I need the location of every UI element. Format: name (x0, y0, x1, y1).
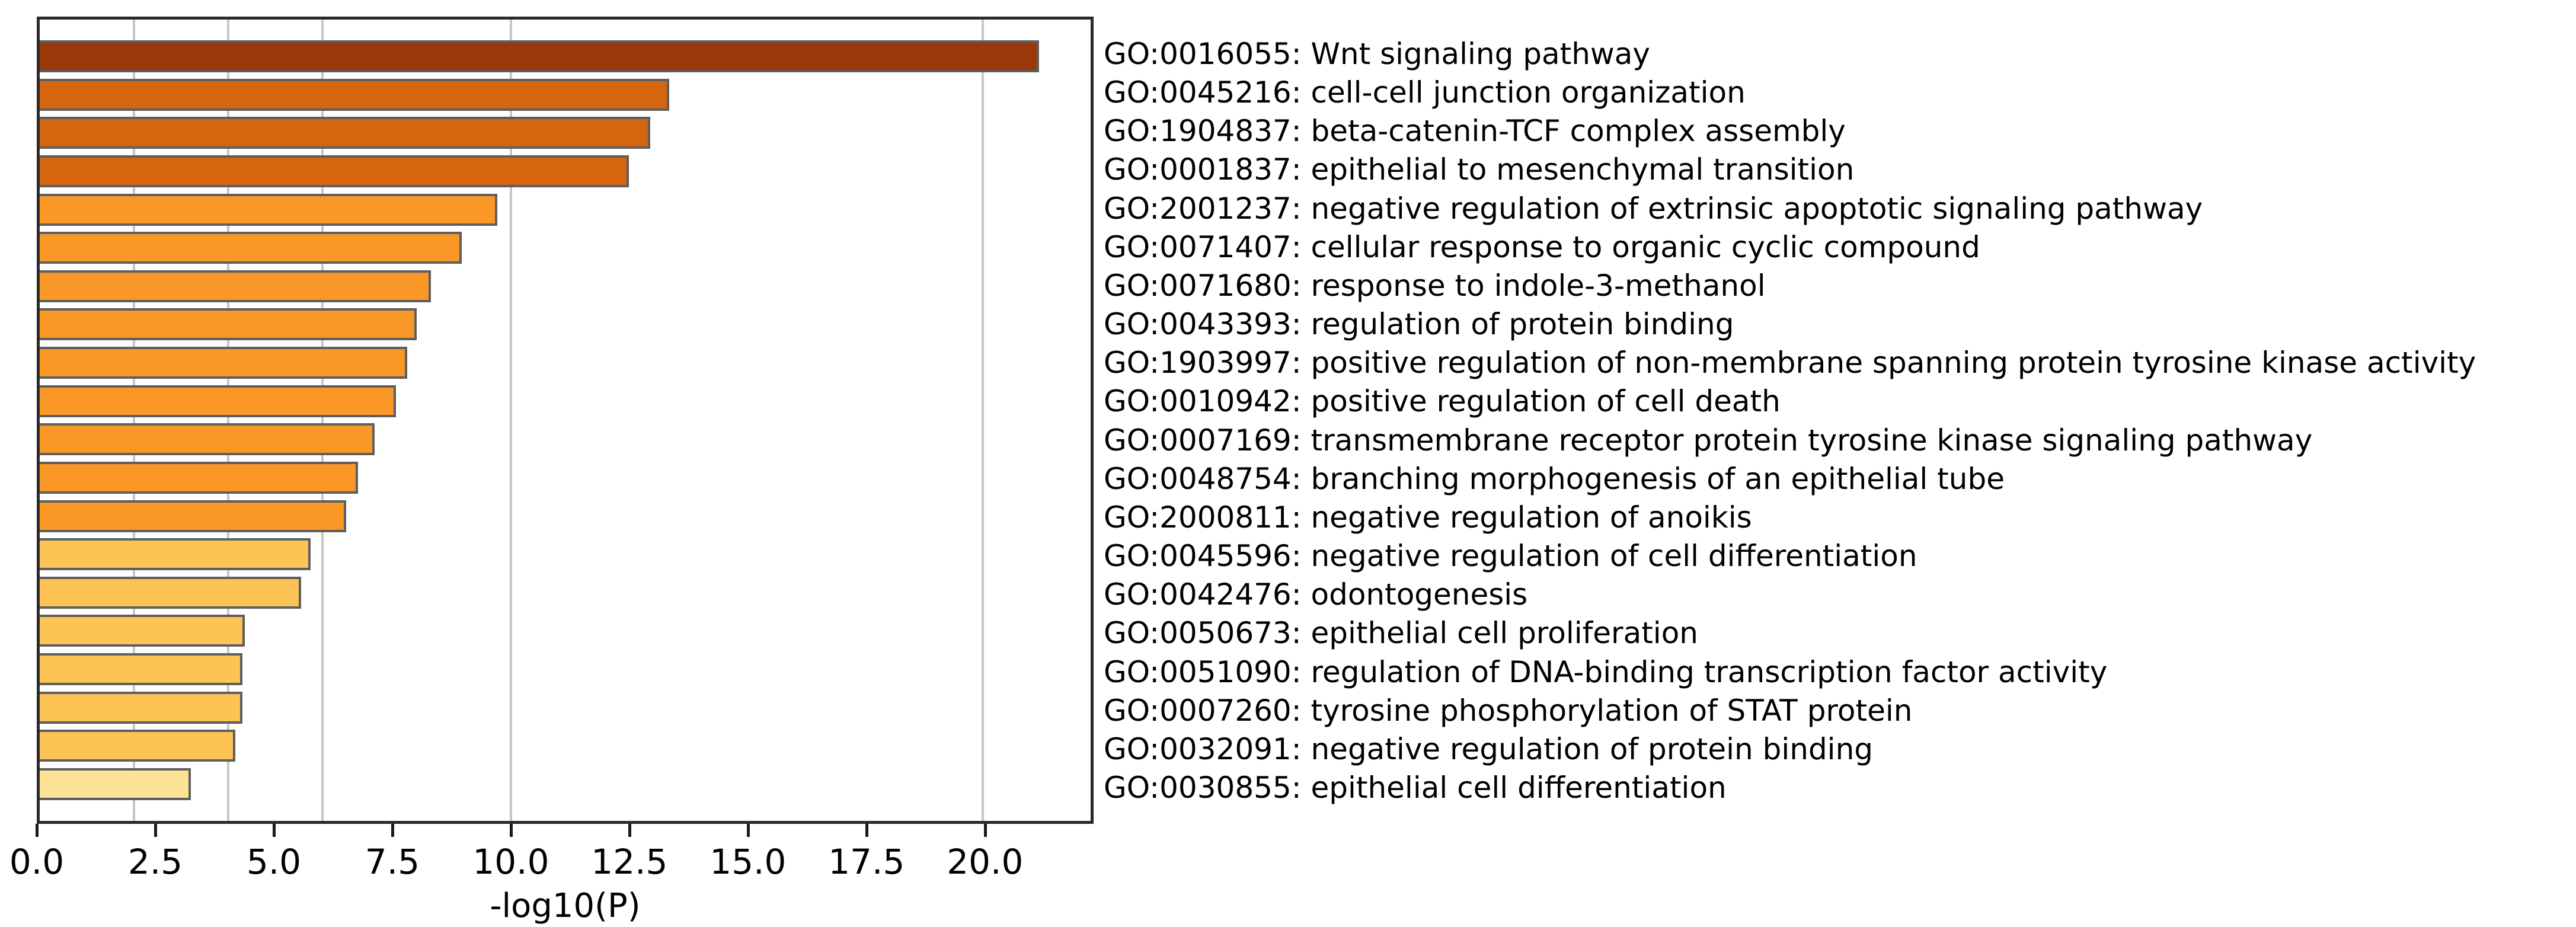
term-label: GO:0030855: epithelial cell differentiat… (1104, 770, 1727, 805)
bar (40, 615, 245, 647)
term-label: GO:1904837: beta-catenin-TCF complex ass… (1104, 114, 1846, 149)
term-label: GO:0007169: transmembrane receptor prote… (1104, 423, 2313, 458)
tick-label: 7.5 (365, 842, 420, 882)
bar-row (40, 347, 1091, 379)
bar (40, 576, 302, 609)
bar-row (40, 653, 1091, 685)
bar-row (40, 193, 1091, 226)
tick-mark (509, 824, 513, 837)
bar-row (40, 615, 1091, 647)
bar (40, 308, 417, 341)
bar-row (40, 730, 1091, 762)
term-label: GO:0048754: branching morphogenesis of a… (1104, 461, 2005, 496)
reference-gridline (321, 20, 324, 821)
reference-gridline (981, 20, 984, 821)
bar-row (40, 155, 1091, 187)
bar (40, 653, 243, 685)
term-label: GO:0042476: odontogenesis (1104, 577, 1528, 612)
tick-mark (983, 824, 987, 837)
bar (40, 117, 651, 149)
tick-label: 20.0 (947, 842, 1024, 882)
bar-row (40, 461, 1091, 494)
tick-mark (154, 824, 157, 837)
tick-label: 2.5 (127, 842, 183, 882)
term-label: GO:0043393: regulation of protein bindin… (1104, 307, 1734, 342)
tick-mark (865, 824, 868, 837)
tick-label: 0.0 (9, 842, 65, 882)
term-label: GO:1903997: positive regulation of non-m… (1104, 346, 2476, 381)
term-label: GO:0045596: negative regulation of cell … (1104, 539, 1917, 574)
bar (40, 730, 236, 762)
bar (40, 385, 396, 417)
bar (40, 691, 243, 724)
bar (40, 78, 669, 111)
bar-row (40, 78, 1091, 111)
tick-mark (272, 824, 276, 837)
bar-row (40, 385, 1091, 417)
term-label: GO:0050673: epithelial cell proliferatio… (1104, 616, 1698, 651)
bar-row (40, 691, 1091, 724)
term-label: GO:0016055: Wnt signaling pathway (1104, 37, 1651, 71)
term-labels: GO:0016055: Wnt signaling pathway GO:0045… (1104, 17, 2576, 824)
bar (40, 270, 432, 302)
bar (40, 40, 1040, 72)
term-label: GO:0010942: positive regulation of cell … (1104, 384, 1781, 419)
x-axis-title: -log10(P) (490, 887, 641, 925)
term-label: GO:2001237: negative regulation of extri… (1104, 191, 2203, 226)
term-label: GO:0032091: negative regulation of prote… (1104, 731, 1873, 766)
bar-row (40, 768, 1091, 800)
tick-label: 10.0 (472, 842, 549, 882)
bar-row (40, 40, 1091, 72)
term-label: GO:0051090: regulation of DNA-binding tr… (1104, 654, 2108, 689)
bar (40, 768, 191, 800)
bar-row (40, 423, 1091, 456)
term-label: GO:0007260: tyrosine phosphorylation of … (1104, 693, 1913, 728)
bar-row (40, 270, 1091, 302)
bar-row (40, 117, 1091, 149)
bar (40, 193, 497, 226)
tick-label: 17.5 (828, 842, 905, 882)
bar (40, 500, 347, 532)
bar (40, 232, 462, 264)
tick-mark (746, 824, 750, 837)
tick-mark (391, 824, 394, 837)
tick-label: 5.0 (246, 842, 302, 882)
bar-row (40, 500, 1091, 532)
tick-label: 12.5 (591, 842, 668, 882)
bar (40, 461, 358, 494)
term-label: GO:2000811: negative regulation of anoik… (1104, 500, 1752, 535)
tick-label: 15.0 (709, 842, 787, 882)
plot-area (37, 17, 1094, 824)
term-label: GO:0071407: cellular response to organic… (1104, 229, 1980, 264)
bar (40, 347, 408, 379)
x-axis-ticks (36, 824, 1094, 838)
x-axis-tick-labels: 0.0 2.5 5.0 7.5 10.0 12.5 15.0 17.5 20.0 (9, 842, 1094, 883)
bar-row (40, 308, 1091, 341)
term-label: GO:0071680: response to indole-3-methano… (1104, 268, 1766, 303)
tick-mark (628, 824, 631, 837)
bar (40, 423, 375, 456)
tick-mark (36, 824, 39, 837)
term-label: GO:0045216: cell-cell junction organizat… (1104, 75, 1746, 110)
reference-gridline (133, 20, 136, 821)
bar (40, 538, 311, 571)
reference-gridline (227, 20, 230, 821)
reference-gridline (510, 20, 513, 821)
term-label: GO:0001837: epithelial to mesenchymal tr… (1104, 152, 1855, 187)
bar (40, 155, 629, 187)
bar-row (40, 576, 1091, 609)
bar-row (40, 538, 1091, 571)
bar-row (40, 232, 1091, 264)
bars (40, 20, 1091, 821)
